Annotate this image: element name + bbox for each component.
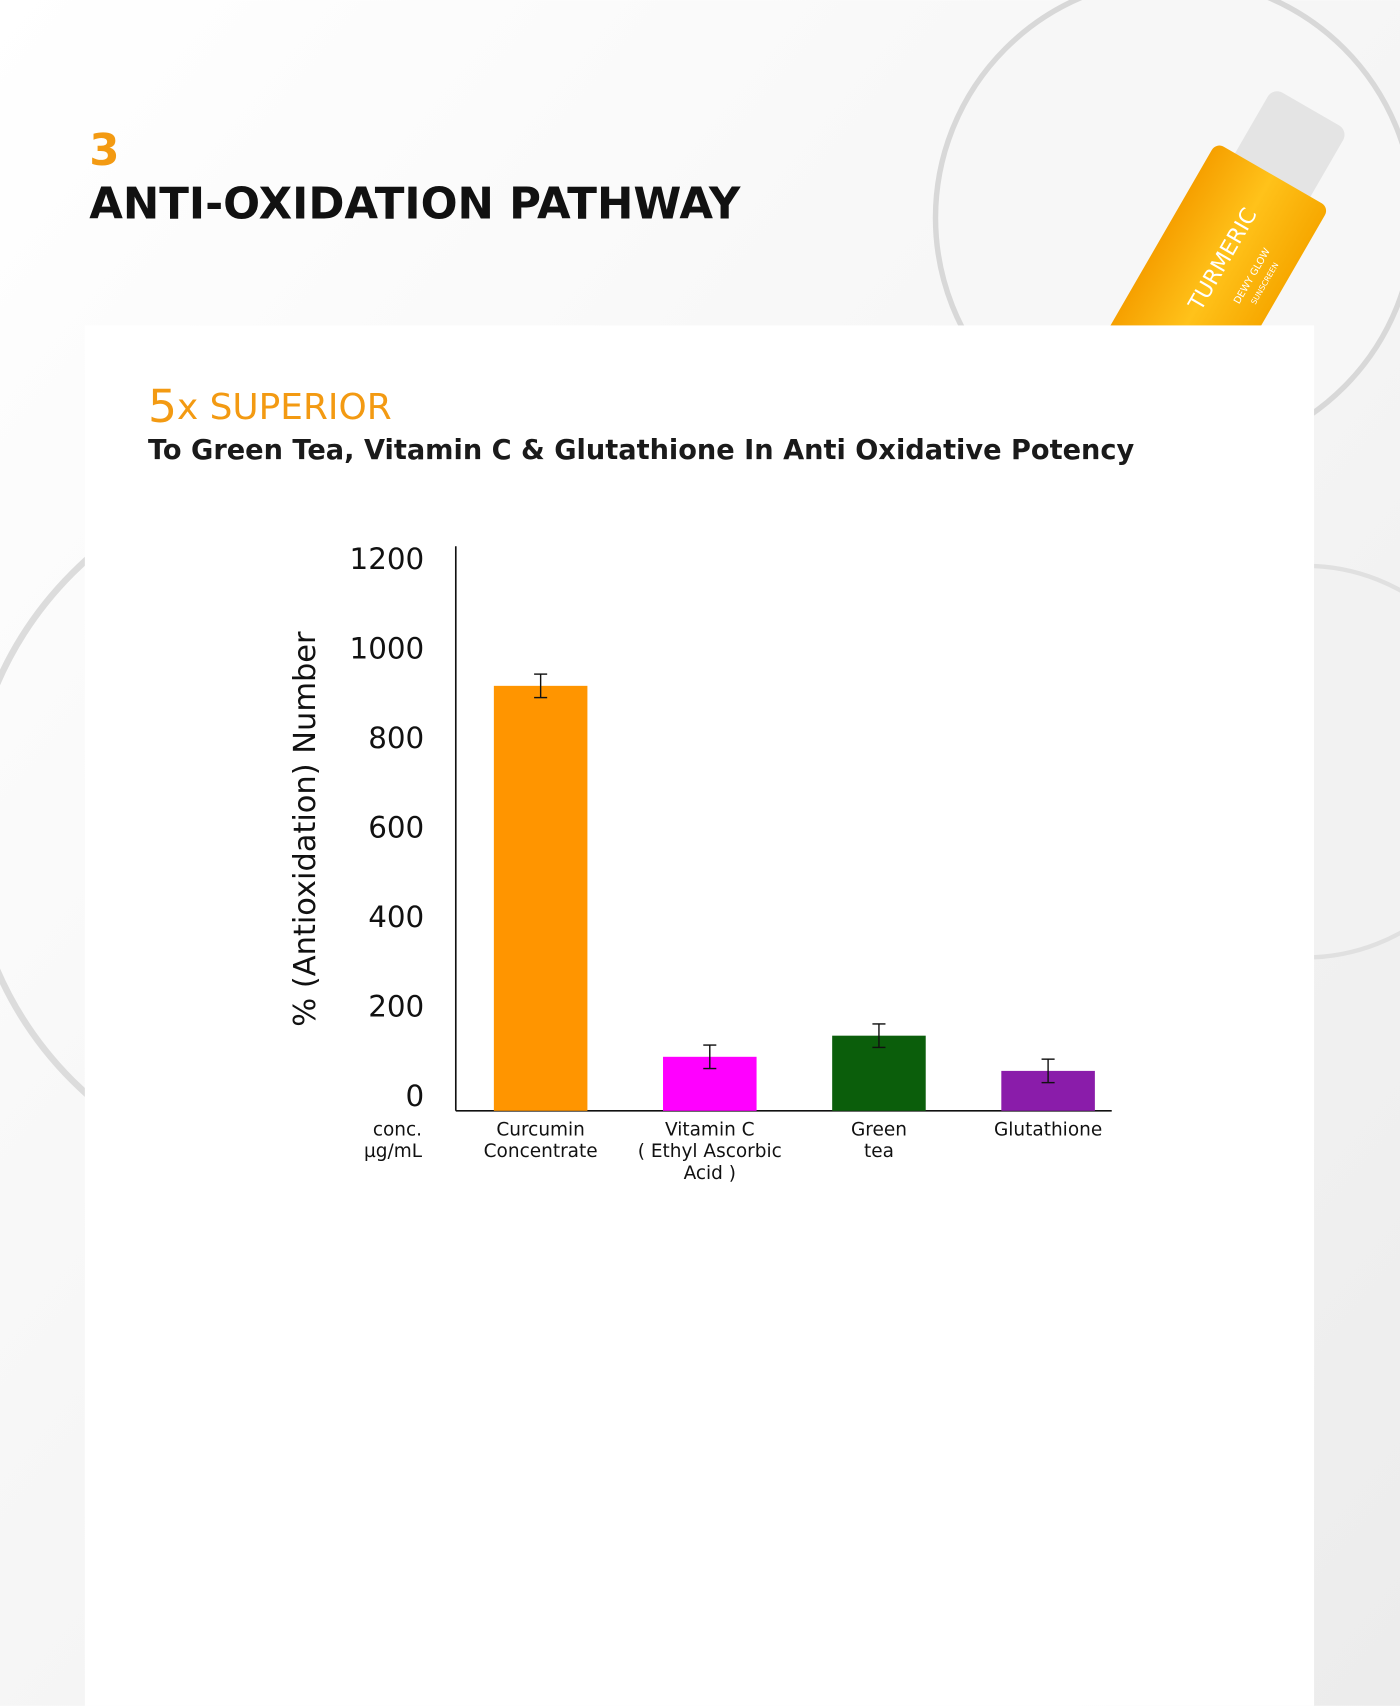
bar bbox=[832, 1035, 926, 1111]
badge-number: 5 bbox=[148, 380, 177, 433]
y-tick-label: 1200 bbox=[350, 542, 425, 576]
x-axis-title: µg/mL bbox=[364, 1141, 423, 1162]
y-tick-label: 800 bbox=[368, 721, 424, 755]
badge: 5x SUPERIOR bbox=[148, 380, 392, 433]
chart-subtitle: To Green Tea, Vitamin C & Glutathione In… bbox=[148, 435, 1135, 466]
x-tick-label: Concentrate bbox=[484, 1141, 598, 1162]
y-tick-label: 200 bbox=[368, 990, 424, 1024]
x-tick-label: Acid ) bbox=[684, 1163, 736, 1184]
y-axis-title: % (Antioxidation) Number bbox=[288, 631, 323, 1027]
y-tick-label: 1000 bbox=[350, 631, 425, 665]
x-tick-label: tea bbox=[864, 1141, 894, 1162]
x-tick-label: Curcumin bbox=[496, 1119, 585, 1140]
x-tick-label: ( Ethyl Ascorbic bbox=[638, 1141, 782, 1162]
bar bbox=[493, 685, 588, 1111]
y-tick-label: 400 bbox=[368, 900, 424, 934]
x-axis-title: conc. bbox=[373, 1119, 422, 1140]
page-title: ANTI-OXIDATION PATHWAY bbox=[89, 179, 741, 229]
x-tick-label: Glutathione bbox=[994, 1119, 1102, 1140]
x-tick-label: Green bbox=[851, 1119, 907, 1140]
x-tick-label: Vitamin C bbox=[665, 1119, 755, 1140]
step-number: 3 bbox=[89, 126, 119, 176]
y-tick-label: 600 bbox=[368, 811, 424, 845]
badge-text: x SUPERIOR bbox=[177, 387, 392, 428]
y-tick-label: 0 bbox=[406, 1079, 425, 1113]
card bbox=[84, 325, 1315, 1706]
